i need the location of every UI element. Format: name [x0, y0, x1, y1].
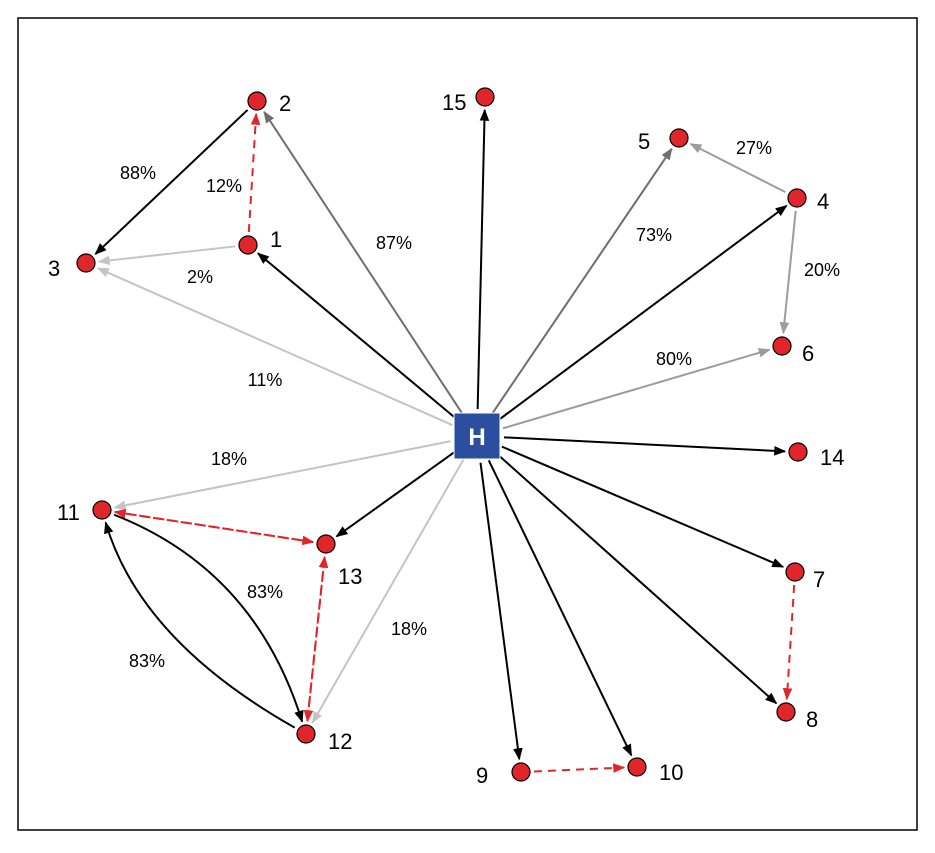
edge-label-11-to-12: 83% [247, 582, 283, 602]
hub-label: H [468, 424, 485, 451]
node-6 [772, 336, 792, 356]
node-label-10: 10 [659, 760, 683, 785]
node-label-5: 5 [638, 129, 650, 154]
edge-1-to-2 [247, 112, 261, 233]
edge-H-to-6 [502, 348, 771, 430]
node-5 [669, 128, 689, 148]
edge-H-to-8 [496, 453, 778, 705]
edge-H-to-14 [503, 436, 787, 456]
edge-label-2-to-3: 88% [120, 163, 156, 183]
edges-layer [94, 108, 797, 773]
hub-layer: H [453, 412, 501, 460]
edge-4-to-6 [779, 210, 797, 335]
node-label-7: 7 [813, 567, 825, 592]
node-label-2: 2 [279, 91, 291, 116]
edge-label-H-to-3: 11% [248, 370, 283, 390]
edge-1-to-3 [97, 245, 236, 266]
edge-H-to-11 [113, 440, 451, 511]
edge-H-to-4 [498, 204, 788, 421]
edge-H-to-5 [491, 147, 673, 415]
edge-label-H-to-6: 80% [656, 349, 692, 369]
node-15 [475, 87, 495, 107]
node-12 [296, 724, 316, 744]
node-label-3: 3 [48, 256, 60, 281]
node-14 [788, 442, 808, 462]
node-label-12: 12 [328, 729, 352, 754]
edge-label-1-to-3: 2% [187, 267, 213, 287]
edge-11-to-13 [114, 510, 315, 546]
edge-H-to-7 [501, 445, 785, 568]
node-8 [776, 702, 796, 722]
node-1 [238, 235, 258, 255]
edge-label-H-to-12: 18% [391, 619, 427, 639]
node-9 [511, 762, 531, 782]
edge-H-to-10 [487, 459, 633, 757]
node-13 [316, 534, 336, 554]
node-label-11: 11 [57, 500, 80, 525]
node-7 [785, 562, 805, 582]
node-label-6: 6 [802, 341, 814, 366]
edge-labels-layer: 87% 11% 73% 80% 18% 18% 88% 12% 2% 27% 20% 83% 83% [120, 138, 840, 671]
node-3 [76, 253, 96, 273]
edge-2-to-3 [94, 109, 249, 255]
edge-label-1-to-2: 12% [206, 176, 242, 196]
edge-label-12-to-11: 83% [129, 651, 165, 671]
edge-H-to-13 [335, 450, 456, 538]
edge-4-to-5 [689, 143, 786, 193]
node-label-9: 9 [476, 763, 488, 788]
edge-H-to-9 [479, 462, 523, 761]
edge-H-to-12 [311, 458, 465, 724]
node-label-13: 13 [338, 564, 362, 589]
edge-7-to-8 [782, 584, 796, 701]
edge-H-to-2 [263, 110, 464, 414]
edge-H-to-1 [257, 252, 457, 420]
edge-label-H-to-5: 73% [636, 225, 672, 245]
node-label-15: 15 [442, 90, 466, 115]
node-label-14: 14 [820, 445, 844, 470]
edge-9-to-10 [533, 763, 626, 773]
node-10 [627, 757, 647, 777]
node-11 [92, 500, 112, 520]
edge-label-4-to-5: 27% [736, 138, 772, 158]
node-label-1: 1 [270, 227, 282, 252]
edge-H-to-3 [96, 267, 453, 426]
node-4 [787, 188, 807, 208]
edge-11-to-12 [113, 513, 304, 723]
edge-H-to-15 [476, 108, 490, 410]
edge-label-H-to-2: 87% [376, 233, 412, 253]
edge-12-to-11 [104, 521, 296, 729]
node-label-4: 4 [817, 189, 829, 214]
node-2 [247, 91, 267, 111]
node-label-8: 8 [806, 707, 818, 732]
edge-label-4-to-6: 20% [804, 260, 840, 280]
edge-label-H-to-11: 18% [211, 449, 247, 469]
hub-node [453, 412, 501, 460]
